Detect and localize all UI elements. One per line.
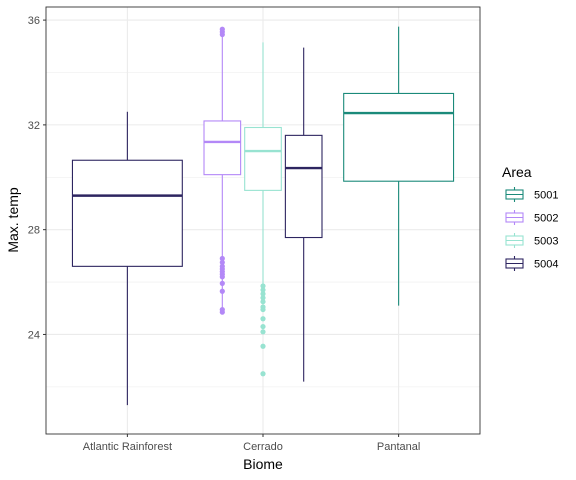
box-iqr [284,134,323,239]
outlier-point [260,299,266,305]
y-tick-label: 36 [28,15,40,27]
legend-key-5002 [505,210,524,225]
y-axis-ticks: 24 28 32 36 [28,15,46,341]
outlier-point [219,255,225,262]
outlier-point [219,309,225,315]
box-iqr [244,126,282,191]
outlier-point [219,274,225,280]
x-tick-label: Pantanal [377,441,420,453]
box-5002-cerrado [203,26,242,315]
boxes [71,26,455,406]
x-axis-title: Biome [243,456,283,472]
outlier-point [260,316,266,322]
box-5001-pantanal [343,26,455,306]
outlier-point [260,343,266,349]
legend-title: Area [502,164,532,180]
legend-label-5004: 5004 [534,259,558,271]
legend: Area 5001 5002 5003 5004 [502,164,558,271]
box-iqr [71,159,183,267]
outlier-point [260,291,266,297]
outlier-point [219,31,225,38]
outlier-point [260,295,266,301]
outlier-point [219,288,225,294]
legend-label-5003: 5003 [534,236,558,248]
box-5003-cerrado [244,42,282,377]
box-iqr [203,120,242,176]
box-5004-cerrado [284,47,323,382]
outlier-point [260,371,266,377]
legend-label-5001: 5001 [534,190,558,202]
y-tick-label: 28 [28,225,40,237]
legend-key-5003 [505,233,524,248]
box-iqr [343,92,455,182]
x-tick-label: Atlantic Rainforest [83,441,172,453]
outlier-point [219,280,225,286]
x-axis-ticks: Atlantic Rainforest Cerrado Pantanal [83,434,420,453]
y-axis-title: Max. temp [5,187,21,253]
legend-key-5001 [505,187,524,202]
y-tick-label: 32 [28,120,40,132]
outlier-point [260,283,266,289]
outlier-point [260,287,266,293]
outlier-point [260,323,266,330]
outlier-point [219,259,225,266]
legend-key-5004 [505,256,524,271]
x-tick-label: Cerrado [243,441,283,453]
outlier-point [260,329,266,335]
outlier-point [260,306,266,313]
legend-label-5002: 5002 [534,213,558,225]
box-5004-atlantic-rainforest [71,111,183,406]
y-tick-label: 24 [28,329,40,341]
